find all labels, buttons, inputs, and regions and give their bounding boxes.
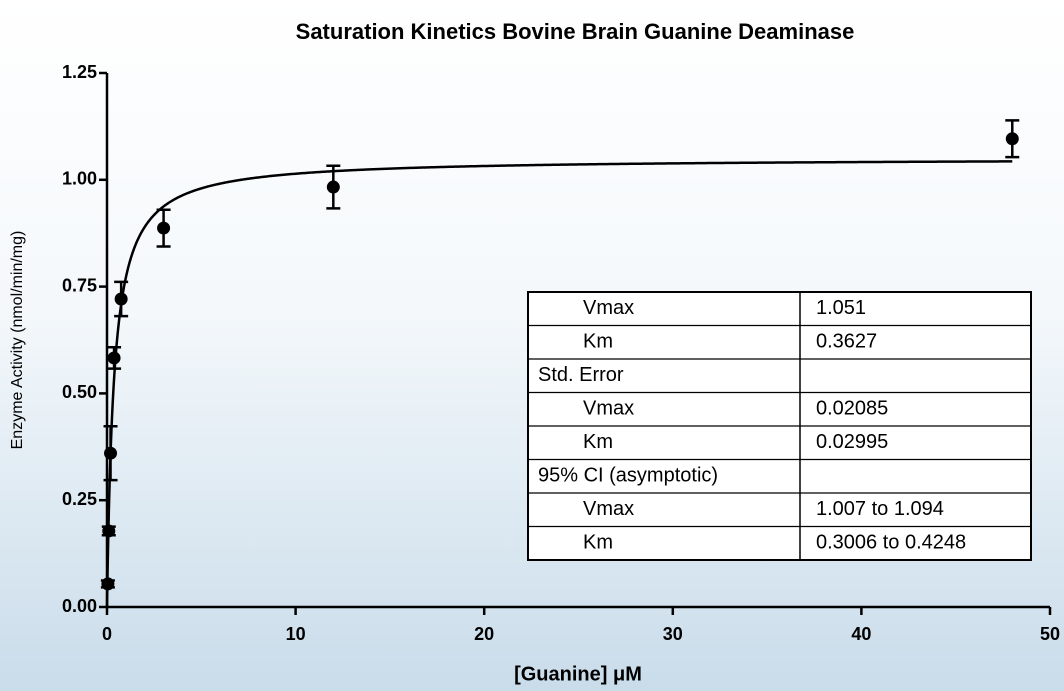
data-point xyxy=(101,577,115,591)
table-value: 0.3627 xyxy=(816,331,877,353)
table-label: 95% CI (asymptotic) xyxy=(538,465,718,487)
x-tick-label: 0 xyxy=(102,624,112,644)
x-tick-label: 10 xyxy=(286,624,306,644)
data-point xyxy=(157,221,171,235)
table-label: Km xyxy=(583,431,613,453)
x-tick-label: 30 xyxy=(663,624,683,644)
table-value: 1.051 xyxy=(816,297,866,319)
data-point xyxy=(107,351,121,365)
table-value: 0.3006 to 0.4248 xyxy=(816,532,966,554)
table-value: 0.02085 xyxy=(816,398,888,420)
x-tick-label: 20 xyxy=(474,624,494,644)
x-axis-label: [Guanine] μM xyxy=(514,663,642,685)
chart-title: Saturation Kinetics Bovine Brain Guanine… xyxy=(296,19,855,44)
y-tick-label: 0.00 xyxy=(62,596,97,616)
table-label: Vmax xyxy=(583,297,634,319)
data-point xyxy=(104,446,118,460)
table-value: 0.02995 xyxy=(816,431,888,453)
table-value: 1.007 to 1.094 xyxy=(816,498,944,520)
y-tick-label: 1.25 xyxy=(62,62,97,82)
data-point xyxy=(1005,132,1019,146)
data-point xyxy=(102,524,116,538)
y-tick-label: 1.00 xyxy=(62,169,97,189)
y-tick-label: 0.25 xyxy=(62,489,97,509)
table-label: Std. Error xyxy=(538,364,624,386)
table-label: Vmax xyxy=(583,498,634,520)
x-tick-label: 50 xyxy=(1040,624,1060,644)
table-label: Km xyxy=(583,532,613,554)
table-label: Km xyxy=(583,331,613,353)
data-point xyxy=(326,180,340,194)
y-tick-label: 0.75 xyxy=(62,275,97,295)
y-axis-label: Enzyme Activity (nmol/min/mg) xyxy=(9,231,26,450)
y-tick-label: 0.50 xyxy=(62,382,97,402)
table-label: Vmax xyxy=(583,398,634,420)
data-point xyxy=(114,292,128,306)
x-tick-label: 40 xyxy=(851,624,871,644)
